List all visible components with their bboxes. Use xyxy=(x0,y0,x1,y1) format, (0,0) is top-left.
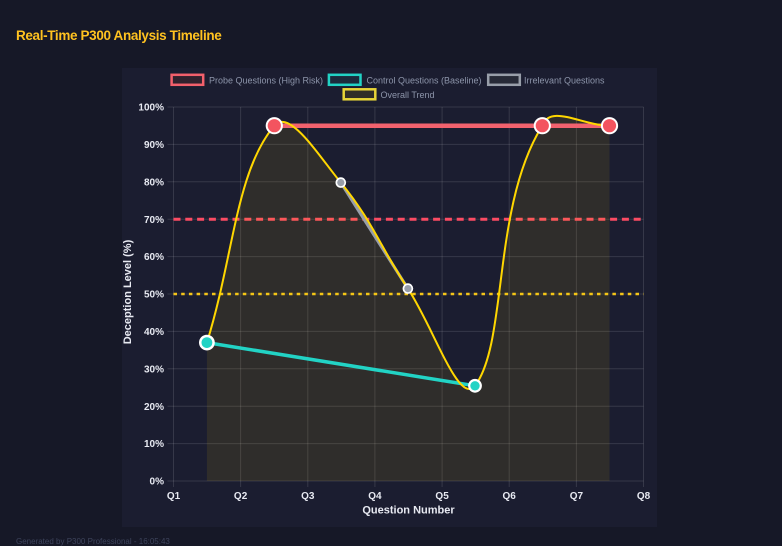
svg-text:Q6: Q6 xyxy=(503,491,517,502)
svg-text:100%: 100% xyxy=(138,103,164,114)
svg-text:90%: 90% xyxy=(144,140,164,151)
svg-text:Q1: Q1 xyxy=(167,491,181,502)
svg-text:Q2: Q2 xyxy=(234,491,248,502)
svg-text:Irrelevant Questions: Irrelevant Questions xyxy=(524,76,605,86)
svg-text:40%: 40% xyxy=(144,327,164,338)
svg-text:20%: 20% xyxy=(144,402,164,413)
svg-text:0%: 0% xyxy=(150,477,165,488)
svg-text:Q4: Q4 xyxy=(368,491,382,502)
svg-text:Question Number: Question Number xyxy=(362,505,455,517)
svg-text:Deception Level (%): Deception Level (%) xyxy=(122,239,134,344)
svg-text:Q3: Q3 xyxy=(301,491,315,502)
svg-text:50%: 50% xyxy=(144,290,164,301)
svg-text:Q8: Q8 xyxy=(637,491,651,502)
svg-text:10%: 10% xyxy=(144,439,164,450)
svg-text:Real-Time P300 Analysis Timeli: Real-Time P300 Analysis Timeline xyxy=(16,28,222,43)
svg-text:60%: 60% xyxy=(144,252,164,263)
svg-text:Overall Trend: Overall Trend xyxy=(381,90,435,100)
svg-text:30%: 30% xyxy=(144,364,164,375)
svg-text:Probe Questions (High Risk): Probe Questions (High Risk) xyxy=(209,76,323,86)
svg-text:Generated by P300 Professional: Generated by P300 Professional - 16:05:4… xyxy=(16,537,170,546)
svg-text:Q7: Q7 xyxy=(570,491,584,502)
svg-text:Control Questions (Baseline): Control Questions (Baseline) xyxy=(367,76,482,86)
svg-text:Q5: Q5 xyxy=(435,491,449,502)
svg-text:80%: 80% xyxy=(144,177,164,188)
svg-text:70%: 70% xyxy=(144,215,164,226)
